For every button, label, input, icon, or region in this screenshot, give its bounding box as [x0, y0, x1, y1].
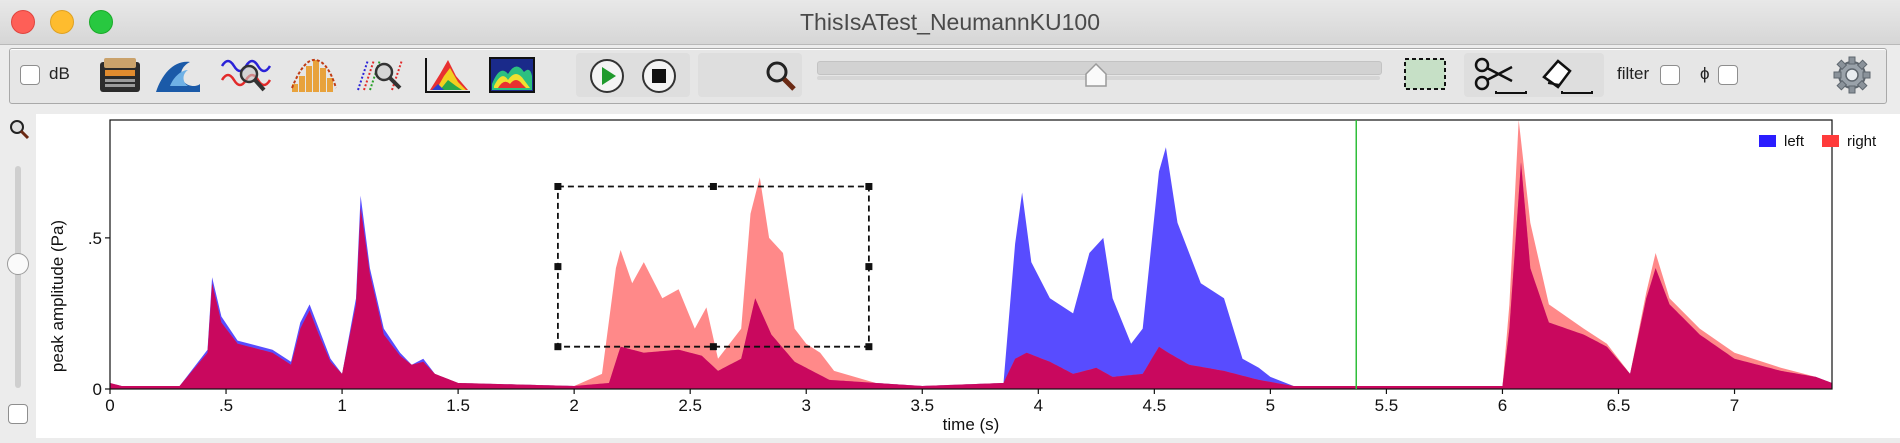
x-tick-label: 3	[801, 396, 810, 415]
stop-icon[interactable]	[641, 58, 677, 94]
y-tick-label: 0	[93, 380, 102, 399]
3d-surface-icon[interactable]	[422, 54, 474, 96]
spectrum-zoom-icon[interactable]	[356, 54, 408, 96]
x-tick-label: 6.5	[1607, 396, 1631, 415]
x-tick-label: 2	[569, 396, 578, 415]
play-icon[interactable]	[589, 58, 625, 94]
filter-label: filter	[1617, 64, 1650, 83]
db-checkbox[interactable]	[20, 65, 40, 85]
scissors-icon[interactable]	[1472, 55, 1530, 95]
y-axis-label: peak amplitude (Pa)	[48, 220, 67, 372]
plot-frame	[109, 119, 1833, 390]
legend-swatch-right	[1822, 135, 1839, 147]
amplitude-slider-track[interactable]	[15, 166, 21, 388]
x-tick-label: 7	[1730, 396, 1739, 415]
calculator-icon[interactable]	[94, 54, 146, 96]
legend-label-left: left	[1784, 133, 1805, 150]
x-tick-label: 4	[1034, 396, 1043, 415]
waveform-zoom-icon[interactable]	[220, 54, 272, 96]
sidebar-checkbox[interactable]	[8, 404, 28, 424]
settings-gear-icon[interactable]	[1833, 56, 1871, 94]
selection-handle[interactable]	[709, 182, 717, 190]
db-label: dB	[49, 64, 70, 83]
legend: left right	[1759, 133, 1877, 150]
spectrogram-icon[interactable]	[486, 54, 538, 96]
zoom-icon[interactable]	[762, 57, 800, 95]
amplitude-slider-thumb[interactable]	[7, 253, 29, 275]
minimize-window-button[interactable]	[50, 10, 74, 34]
selection-rect-icon[interactable]	[1402, 56, 1448, 92]
x-tick-label: 3.5	[910, 396, 934, 415]
selection-handle[interactable]	[865, 182, 873, 190]
x-tick-label: 5	[1266, 396, 1275, 415]
zoom-window-button[interactable]	[89, 10, 113, 34]
x-tick-label: .5	[219, 396, 233, 415]
selection-handle[interactable]	[554, 263, 562, 271]
x-tick-label: 2.5	[678, 396, 702, 415]
histogram-icon[interactable]	[288, 54, 340, 96]
x-axis-label: time (s)	[943, 415, 1000, 434]
selection-handle[interactable]	[865, 343, 873, 351]
eraser-icon[interactable]	[1536, 55, 1596, 95]
wave-icon[interactable]	[152, 54, 204, 96]
selection-handle[interactable]	[554, 182, 562, 190]
amplitude-chart[interactable]: 0 .5 1 1.5 2 2.5 3 3.5 4 4.5 5 5.5 6 6.5 7 0 .5 peak amp…	[36, 114, 1900, 438]
x-tick-label: 5.5	[1375, 396, 1399, 415]
x-tick-label: 1.5	[446, 396, 470, 415]
series-overlap-area	[110, 162, 1832, 389]
selection-handle[interactable]	[709, 343, 717, 351]
window-title: ThisIsATest_NeumannKU100	[800, 9, 1100, 35]
filter-checkbox[interactable]	[1660, 65, 1680, 85]
x-tick-label: 1	[337, 396, 346, 415]
x-tick-label: 4.5	[1143, 396, 1167, 415]
plot-area[interactable]: 0 .5 1 1.5 2 2.5 3 3.5 4 4.5 5 5.5 6 6.5 7 0 .5 peak amp…	[36, 114, 1900, 438]
legend-label-right: right	[1847, 133, 1877, 150]
close-window-button[interactable]	[11, 10, 35, 34]
x-tick-label: 0	[105, 396, 114, 415]
phase-checkbox[interactable]	[1718, 65, 1738, 85]
selection-rectangle[interactable]	[557, 185, 870, 348]
time-slider-thumb[interactable]	[1084, 62, 1108, 88]
x-tick-label: 6	[1498, 396, 1507, 415]
title-bar: ThisIsATest_NeumannKU100	[0, 0, 1900, 45]
selection-handle[interactable]	[865, 263, 873, 271]
phase-label: ϕ	[1700, 64, 1710, 83]
legend-swatch-left	[1759, 135, 1776, 147]
selection-handle[interactable]	[554, 343, 562, 351]
y-tick-label: .5	[88, 229, 102, 248]
amplitude-zoom-icon[interactable]	[8, 118, 30, 140]
